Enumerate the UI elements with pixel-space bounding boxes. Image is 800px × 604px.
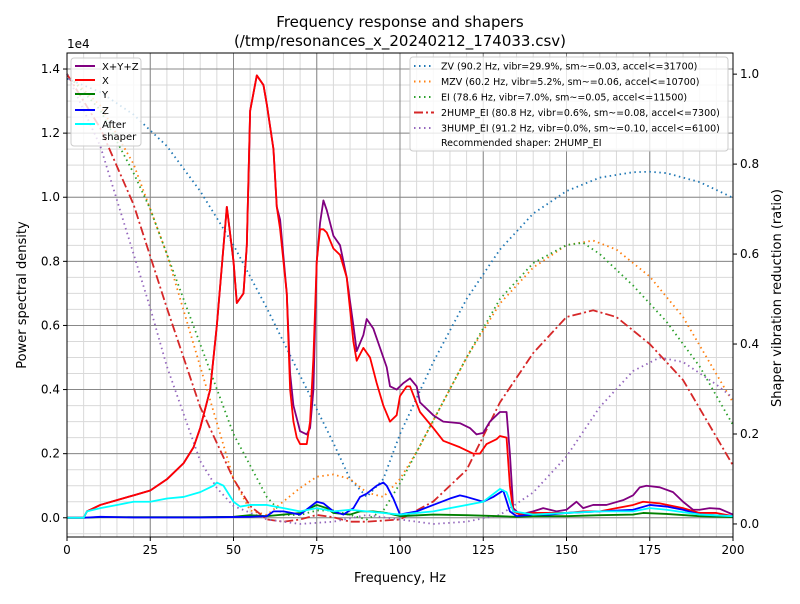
y2-tick-label: 0.4 xyxy=(740,337,759,351)
legend-label: 3HUMP_EI (91.2 Hz, vibr=0.0%, sm~=0.10, … xyxy=(441,124,720,135)
y-tick-label: 1.4 xyxy=(41,62,60,76)
x-tick-label: 100 xyxy=(389,543,412,557)
legend-box xyxy=(409,56,729,152)
legend-label: 2HUMP_EI (80.8 Hz, vibr=0.6%, sm~=0.08, … xyxy=(441,108,720,119)
y2-axis-label: Shaper vibration reduction (ratio) xyxy=(770,189,785,407)
y2-tick-label: 0.8 xyxy=(740,157,759,171)
y-tick-label: 1.2 xyxy=(41,126,60,140)
shaper-line-3hump_ei xyxy=(66,73,734,525)
legend-shapers: ZV (90.2 Hz, vibr=29.9%, sm~=0.03, accel… xyxy=(409,56,729,152)
x-axis-label: Frequency, Hz xyxy=(354,571,446,586)
chart-subtitle: (/tmp/resonances_x_20240212_174033.csv) xyxy=(234,32,566,51)
x-tick-label: 50 xyxy=(226,543,241,557)
chart-title: Frequency response and shapers xyxy=(276,13,524,31)
shaper-line-ei xyxy=(66,73,734,521)
y2-tick-label: 0.6 xyxy=(740,247,759,261)
y-offset-text: 1e4 xyxy=(67,37,90,51)
plot-area xyxy=(66,73,734,525)
legend-label: Z xyxy=(102,106,109,117)
x-tick-label: 150 xyxy=(555,543,578,557)
x-tick-label: 75 xyxy=(309,543,324,557)
shaper-line-2hump_ei xyxy=(66,73,734,523)
y-tick-label: 0.6 xyxy=(41,318,60,332)
y-tick-label: 0.0 xyxy=(41,511,60,525)
y2-tick-label: 0.0 xyxy=(740,517,759,531)
x-tick-label: 125 xyxy=(472,543,495,557)
x-tick-label: 0 xyxy=(63,543,71,557)
legend-label: X+Y+Z xyxy=(102,62,139,73)
psd-line-after-shaper xyxy=(67,481,734,519)
x-tick-label: 25 xyxy=(143,543,158,557)
y2-tick-label: 1.0 xyxy=(740,67,759,81)
x-tick-label: 175 xyxy=(638,543,661,557)
legend-label: ZV (90.2 Hz, vibr=29.9%, sm~=0.03, accel… xyxy=(441,62,697,73)
legend-label: Y xyxy=(101,90,109,101)
legend-label: EI (78.6 Hz, vibr=7.0%, sm~=0.05, accel<… xyxy=(441,93,687,104)
legend-psd: X+Y+Z XYZ After shaper xyxy=(70,57,142,147)
recommended-shaper-label: Recommended shaper: 2HUMP_EI xyxy=(441,138,602,149)
y2-tick-label: 0.2 xyxy=(740,427,759,441)
legend-label: MZV (60.2 Hz, vibr=5.2%, sm~=0.06, accel… xyxy=(441,77,700,88)
y-tick-label: 0.2 xyxy=(41,447,60,461)
y-tick-label: 1.0 xyxy=(41,190,60,204)
y-tick-label: 0.4 xyxy=(41,383,60,397)
y-tick-label: 0.8 xyxy=(41,254,60,268)
y-axis-label: Power spectral density xyxy=(15,221,30,369)
shaper-line-zv xyxy=(66,77,734,499)
legend-label: After shaper xyxy=(102,120,137,143)
axis-ticks: 0 25 50 75 100 125 150 175 200 0.0 0.2 0.4 0.6 0.8 1.0… xyxy=(41,62,759,557)
legend-label: X xyxy=(102,76,109,87)
x-tick-label: 200 xyxy=(722,543,745,557)
